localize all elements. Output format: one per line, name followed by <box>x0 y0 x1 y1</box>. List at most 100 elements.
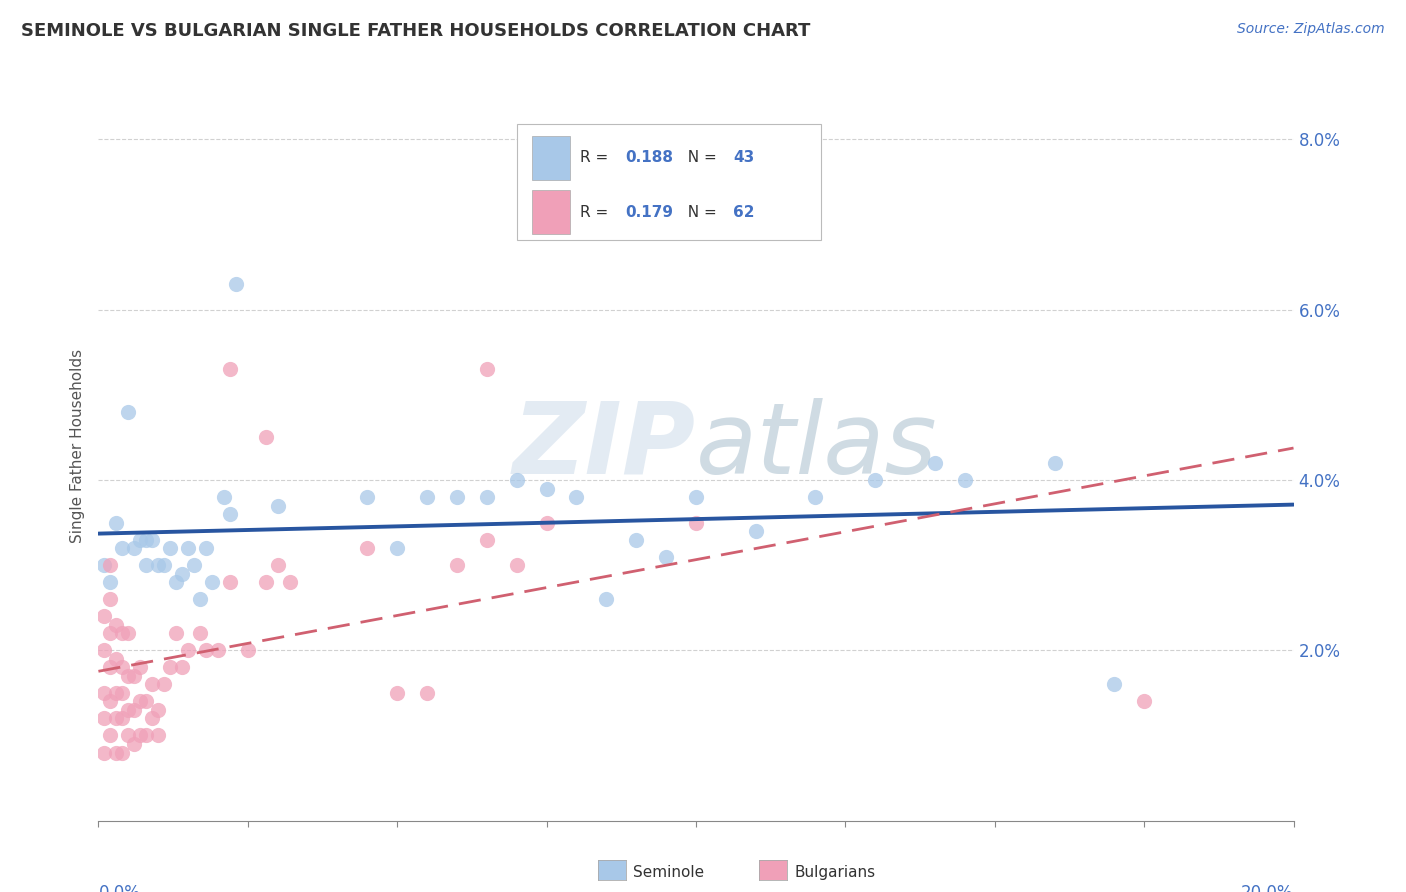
Point <box>924 456 946 470</box>
Point <box>416 686 439 700</box>
Point <box>219 575 242 590</box>
Point <box>141 711 163 725</box>
Text: 0.188: 0.188 <box>626 151 673 166</box>
Point <box>177 541 200 556</box>
Point <box>105 652 128 666</box>
Point <box>207 643 229 657</box>
Point <box>385 686 409 700</box>
Point <box>148 729 170 743</box>
Point <box>595 592 617 607</box>
Point <box>865 473 887 487</box>
Point <box>159 541 181 556</box>
Point <box>129 729 152 743</box>
Point <box>105 516 128 530</box>
Point <box>98 575 122 590</box>
Point <box>188 592 211 607</box>
Point <box>267 499 290 513</box>
Point <box>98 729 122 743</box>
Point <box>93 746 115 760</box>
Point <box>195 643 218 657</box>
Point <box>135 533 157 547</box>
Point <box>93 686 115 700</box>
Point <box>172 660 194 674</box>
Point <box>98 694 122 708</box>
Point <box>195 541 218 556</box>
Point <box>111 686 134 700</box>
Point <box>212 490 235 504</box>
Point <box>159 660 181 674</box>
Point <box>165 626 187 640</box>
Text: 0.0%: 0.0% <box>98 885 141 892</box>
Point <box>626 533 648 547</box>
Point <box>385 541 409 556</box>
Point <box>124 737 146 751</box>
Point <box>356 541 378 556</box>
Point <box>93 711 115 725</box>
Point <box>93 643 115 657</box>
FancyBboxPatch shape <box>533 136 571 180</box>
Point <box>446 558 468 573</box>
Point <box>135 558 157 573</box>
Point <box>475 362 498 376</box>
Text: Source: ZipAtlas.com: Source: ZipAtlas.com <box>1237 22 1385 37</box>
Point <box>446 490 468 504</box>
Point <box>685 516 707 530</box>
Point <box>129 533 152 547</box>
Point <box>183 558 205 573</box>
FancyBboxPatch shape <box>517 124 821 240</box>
Point <box>117 405 139 419</box>
Point <box>98 660 122 674</box>
Point <box>111 746 134 760</box>
Point <box>188 626 211 640</box>
Text: SEMINOLE VS BULGARIAN SINGLE FATHER HOUSEHOLDS CORRELATION CHART: SEMINOLE VS BULGARIAN SINGLE FATHER HOUS… <box>21 22 810 40</box>
Point <box>745 524 768 538</box>
Point <box>135 729 157 743</box>
Text: 43: 43 <box>733 151 754 166</box>
Point <box>506 473 529 487</box>
Point <box>117 703 139 717</box>
Point <box>105 686 128 700</box>
Text: N =: N = <box>678 205 721 219</box>
Point <box>148 703 170 717</box>
Point <box>565 490 588 504</box>
Point <box>953 473 976 487</box>
Point <box>117 729 139 743</box>
Point <box>165 575 187 590</box>
Point <box>1133 694 1156 708</box>
Point <box>153 677 176 691</box>
Point <box>416 490 439 504</box>
Point <box>93 558 115 573</box>
Point <box>148 558 170 573</box>
Point <box>267 558 290 573</box>
Point <box>117 626 139 640</box>
Point <box>105 746 128 760</box>
Text: R =: R = <box>581 205 613 219</box>
Point <box>254 575 277 590</box>
Text: 62: 62 <box>733 205 755 219</box>
Text: 20.0%: 20.0% <box>1241 885 1294 892</box>
Text: Bulgarians: Bulgarians <box>794 865 876 880</box>
Point <box>93 609 115 624</box>
Point <box>153 558 176 573</box>
Point <box>98 558 122 573</box>
Point <box>111 660 134 674</box>
Point <box>111 626 134 640</box>
Point <box>278 575 301 590</box>
Text: R =: R = <box>581 151 613 166</box>
Point <box>124 541 146 556</box>
Point <box>98 592 122 607</box>
Point <box>685 490 707 504</box>
Point <box>117 669 139 683</box>
Point <box>111 541 134 556</box>
Point <box>655 549 678 564</box>
Point <box>141 677 163 691</box>
Text: 0.179: 0.179 <box>626 205 673 219</box>
Point <box>236 643 259 657</box>
Point <box>219 362 242 376</box>
Point <box>124 669 146 683</box>
Point <box>475 490 498 504</box>
Point <box>219 507 242 521</box>
Point <box>804 490 827 504</box>
Point <box>129 660 152 674</box>
Text: ZIP: ZIP <box>513 398 696 494</box>
